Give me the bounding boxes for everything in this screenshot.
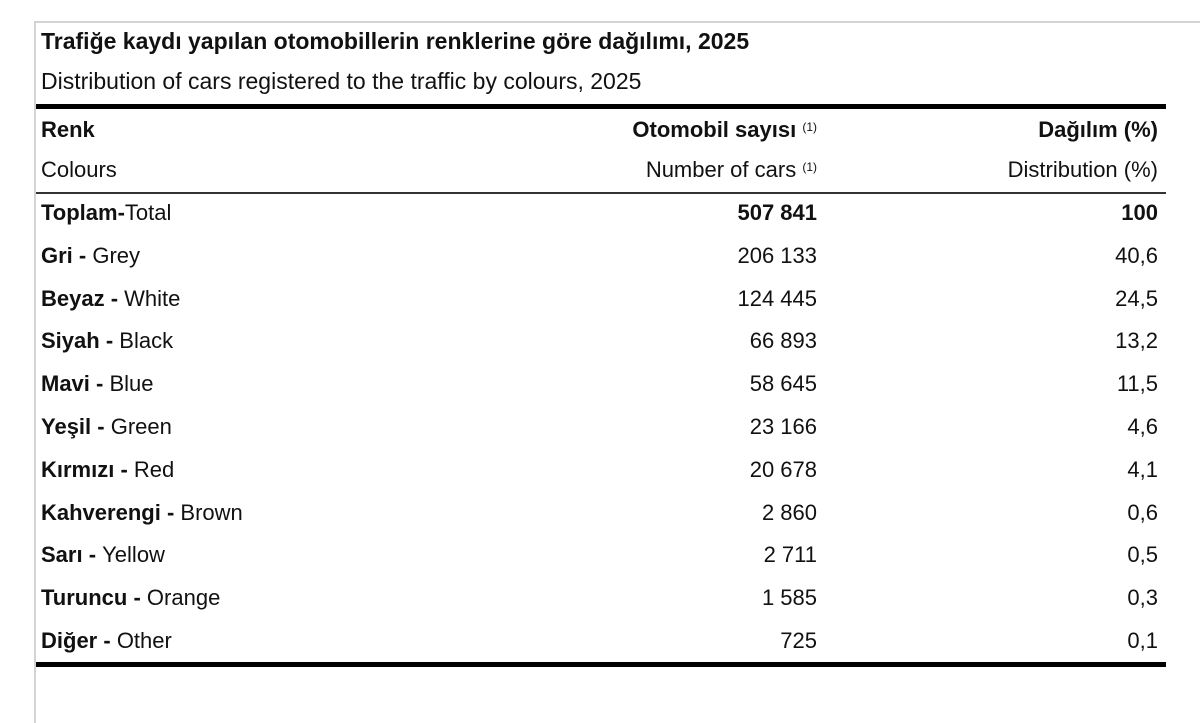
colour-name-en: Total	[124, 200, 172, 225]
col3-header-en: Distribution (%)	[1007, 157, 1158, 182]
colour-name-tr: Sarı	[41, 542, 83, 568]
table-subtitle: Distribution of cars registered to the t…	[41, 68, 642, 94]
table-row: Kahverengi - Brown 2 860 0,6	[41, 500, 1158, 540]
distribution-pct: 100	[1121, 200, 1158, 225]
colour-name-tr: Diğer	[41, 628, 98, 653]
col2-footnote-mark: (1)	[802, 160, 817, 174]
colour-name-en: Green	[110, 414, 172, 439]
colour-name-tr: Siyah	[41, 328, 100, 354]
distribution-pct: 0,6	[1127, 499, 1158, 525]
table-row: Kırmızı - Red 20 678 4,1	[41, 457, 1158, 497]
distribution-pct: 40,6	[1115, 242, 1158, 268]
distribution-pct: 4,1	[1127, 456, 1158, 482]
table-row: Sarı - Yellow 2 711 0,5	[41, 542, 1158, 582]
table-row: Siyah - Black 66 893 13,2	[41, 328, 1158, 368]
car-count: 20 678	[749, 456, 817, 482]
distribution-pct: 11,5	[1116, 371, 1158, 397]
colour-name-en: Grey	[92, 242, 141, 268]
colour-name-en: Black	[119, 328, 174, 354]
car-count: 1 585	[761, 585, 817, 611]
table-row: Toplam-Total 507 841 100	[41, 200, 1158, 240]
colour-name-tr: Beyaz	[41, 285, 105, 311]
separator: -	[91, 414, 111, 439]
colour-name-en: Orange	[146, 585, 221, 611]
table-row: Yeşil - Green 23 166 4,6	[41, 414, 1158, 454]
distribution-pct: 13,2	[1115, 328, 1158, 354]
colour-name-tr: Kahverengi	[41, 499, 161, 525]
distribution-pct: 24,5	[1115, 285, 1158, 311]
car-count: 124 445	[737, 285, 817, 311]
col1-header-tr: Renk	[41, 117, 95, 142]
car-count: 2 711	[763, 542, 817, 568]
separator: -	[114, 456, 134, 482]
separator: -	[117, 200, 125, 225]
colour-name-en: Yellow	[102, 542, 165, 568]
colour-name-tr: Gri	[41, 242, 73, 268]
car-count: 66 893	[749, 328, 817, 354]
header-rule	[36, 192, 1166, 194]
table-row: Gri - Grey 206 133 40,6	[41, 243, 1158, 283]
colour-name-tr: Yeşil	[41, 414, 92, 439]
separator: -	[127, 585, 147, 611]
separator: -	[72, 242, 93, 268]
colour-name-tr: Kırmızı	[41, 456, 115, 482]
table-row: Beyaz - White 124 445 24,5	[41, 286, 1158, 326]
separator: -	[97, 628, 117, 653]
colour-name-en: White	[124, 285, 181, 311]
separator: -	[160, 499, 181, 525]
colour-name-en: Other	[116, 628, 172, 653]
top-rule	[36, 104, 1166, 109]
distribution-pct: 0,5	[1127, 542, 1158, 568]
header-row-en: Colours Number of cars (1) Distribution …	[41, 157, 1158, 197]
colour-name-tr: Turuncu	[41, 585, 128, 611]
table-row: Mavi - Blue 58 645 11,5	[41, 371, 1158, 411]
car-count: 58 645	[749, 371, 817, 397]
col1-header-en: Colours	[41, 157, 117, 182]
col2-header-tr: Otomobil sayısı	[632, 117, 797, 142]
colour-name-en: Brown	[180, 499, 243, 525]
colour-name-en: Blue	[109, 371, 154, 397]
car-count: 206 133	[737, 242, 817, 268]
table-row: Turuncu - Orange 1 585 0,3	[41, 585, 1158, 625]
separator: -	[104, 285, 125, 311]
distribution-pct: 0,3	[1127, 585, 1158, 611]
car-count: 23 166	[749, 414, 817, 439]
table-row: Diğer - Other 725 0,1	[41, 628, 1158, 668]
bottom-rule	[36, 661, 1166, 667]
distribution-pct: 0,1	[1127, 628, 1158, 653]
colour-name-en: Red	[133, 456, 175, 482]
table-title: Trafiğe kaydı yapılan otomobillerin renk…	[41, 28, 750, 54]
col2-footnote-mark: (1)	[802, 120, 817, 134]
separator: -	[82, 542, 103, 568]
distribution-pct: 4,6	[1127, 414, 1158, 439]
colour-name-tr: Mavi	[41, 371, 90, 397]
col2-header-en: Number of cars	[645, 157, 797, 182]
car-count: 2 860	[761, 499, 817, 525]
table-frame	[34, 21, 1200, 723]
col3-header-tr: Dağılım (%)	[1038, 117, 1158, 142]
car-count: 725	[780, 628, 817, 653]
separator: -	[99, 328, 120, 354]
header-row-tr: Renk Otomobil sayısı (1) Dağılım (%)	[41, 117, 1158, 157]
car-count: 507 841	[737, 200, 817, 225]
separator: -	[89, 371, 110, 397]
colour-name-tr: Toplam	[41, 200, 118, 225]
